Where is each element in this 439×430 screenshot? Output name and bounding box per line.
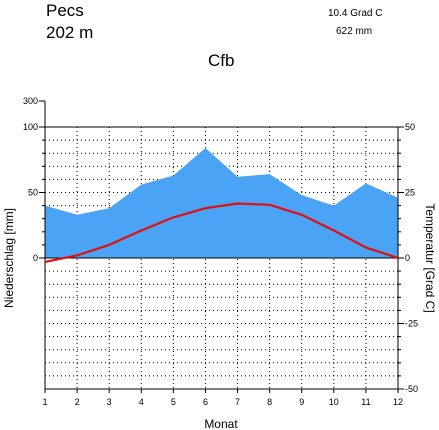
x-tick-label: 11 [361, 397, 370, 407]
y-axis-title: Niederschlag [mm] [2, 208, 16, 308]
x-tick-label: 3 [107, 397, 112, 407]
climate-classification: Cfb [208, 51, 235, 70]
temperature-line [44, 202, 399, 264]
y-tick-label: 300 [23, 96, 38, 106]
station-elevation: 202 m [46, 23, 94, 42]
y2-tick-label: 25 [405, 188, 415, 198]
y2-axis-title: Temperatur [Grad C] [423, 203, 437, 312]
x-tick-label: 10 [329, 397, 339, 407]
x-tick-label: 9 [299, 397, 304, 407]
y-tick-label: 100 [23, 122, 38, 132]
y-tick-label: 50 [28, 188, 38, 198]
y-tick-label: 0 [33, 253, 38, 263]
precipitation-area [45, 147, 398, 258]
x-tick-label: 2 [75, 397, 80, 407]
x-tick-label: 7 [235, 397, 240, 407]
x-tick-label: 4 [139, 397, 144, 407]
x-tick-label: 8 [267, 397, 272, 407]
x-tick-label: 6 [203, 397, 208, 407]
x-tick-label: 5 [171, 397, 176, 407]
x-axis-title: Monat [204, 417, 238, 430]
mean-annual-temperature: 10.4 Grad C [328, 8, 383, 19]
annual-precipitation: 622 mm [336, 26, 373, 37]
y2-tick-label: 0 [405, 253, 410, 263]
temperature-series [44, 202, 399, 264]
station-name: Pecs [46, 1, 84, 20]
precipitation-series [44, 147, 399, 258]
x-tick-label: 1 [42, 397, 47, 407]
y2-tick-label: 50 [405, 122, 415, 132]
x-tick-label: 12 [393, 397, 403, 407]
y2-tick-label: -25 [405, 319, 418, 329]
y2-tick-label: -50 [405, 384, 418, 394]
